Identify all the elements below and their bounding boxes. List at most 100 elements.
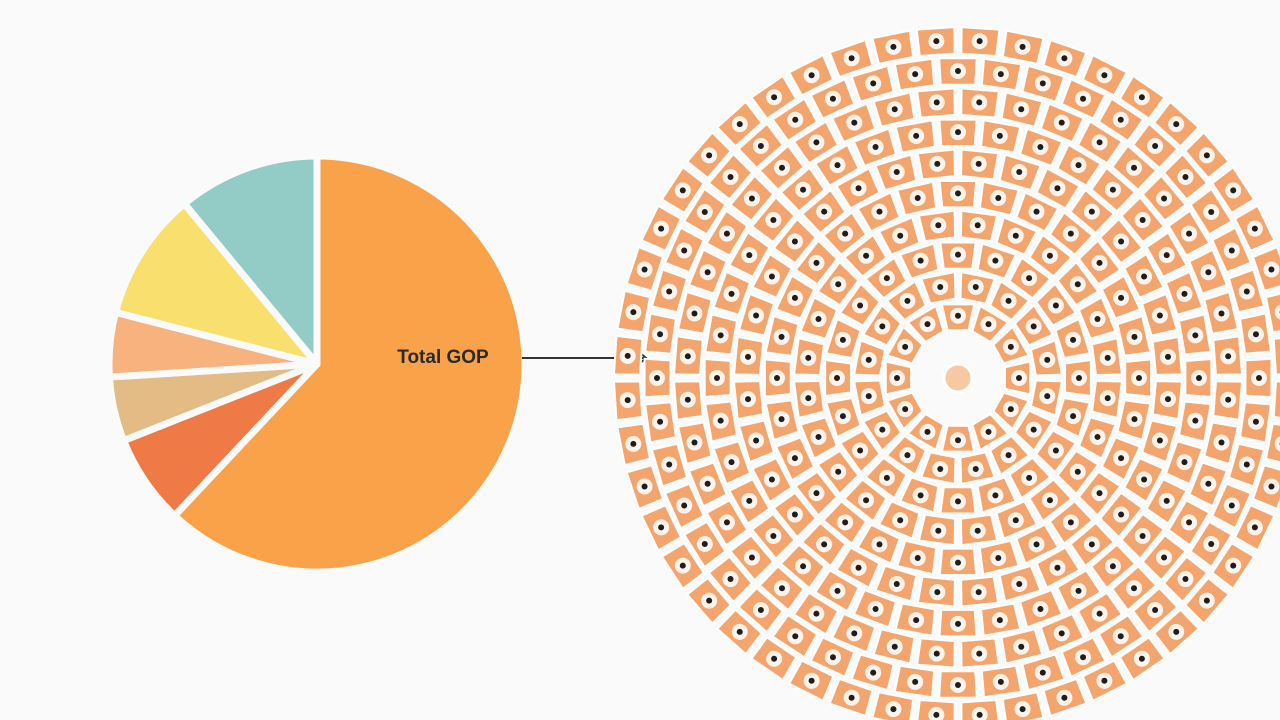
mosaic-tile-figure [1208, 540, 1215, 547]
mosaic-tile-figure [1252, 331, 1259, 338]
mosaic-tile-figure [1117, 633, 1124, 640]
mosaic-tile-figure [1007, 343, 1014, 350]
mosaic-tile-figure [1074, 281, 1081, 288]
radial-mosaic [612, 26, 1280, 720]
mosaic-tile-figure [1118, 511, 1125, 518]
mosaic-tile-figure [834, 587, 841, 594]
mosaic-tile-figure [624, 397, 631, 404]
mosaic-tile-figure [768, 273, 775, 280]
mosaic-tile-figure [736, 628, 743, 635]
mosaic-tile-figure [937, 283, 944, 290]
mosaic-tile-figure [912, 678, 919, 685]
mosaic-tile-figure [1005, 297, 1012, 304]
mosaic-tile-figure [771, 94, 778, 101]
mosaic-tile-figure [1061, 55, 1068, 62]
mosaic-tile-figure [821, 208, 828, 215]
mosaic-tile-figure [1268, 266, 1275, 273]
mosaic-tile-figure [753, 437, 760, 444]
mosaic-tile-figure [835, 468, 842, 475]
mosaic-tile-figure [955, 129, 961, 136]
mosaic-tile-figure [1005, 452, 1012, 459]
mosaic-tile-figure [808, 677, 815, 684]
mosaic-tile-figure [995, 195, 1002, 202]
mosaic-tile-figure [1018, 106, 1025, 113]
mosaic-tile-figure [985, 321, 992, 328]
mosaic-tile-figure [1225, 396, 1232, 403]
mosaic-tile-figure [757, 607, 764, 614]
mosaic-tile-figure [924, 321, 931, 328]
pie-chart [105, 152, 529, 576]
mosaic-tile-figure [1096, 139, 1103, 146]
mosaic-tile-figure [691, 439, 698, 446]
mosaic-tile-figure [1118, 238, 1125, 245]
mosaic-tile-figure [902, 406, 909, 413]
mosaic-tile-figure [955, 67, 961, 74]
mosaic-tile-figure [897, 517, 904, 524]
mosaic-tile-figure [778, 585, 785, 592]
mosaic-tile-figure [1163, 252, 1170, 259]
mosaic-tile-figure [937, 466, 944, 473]
mosaic-tile-figure [1030, 323, 1037, 330]
mosaic-tile-figure [728, 290, 735, 297]
mosaic-tile-figure [995, 554, 1002, 561]
mosaic-tile-figure [1156, 437, 1163, 444]
mosaic-tile-figure [834, 375, 840, 381]
mosaic-tile-figure [1012, 517, 1019, 524]
mosaic-tile-figure [815, 433, 822, 440]
mosaic-tile-figure [985, 428, 992, 435]
mosaic-tile-figure [1058, 119, 1065, 126]
mosaic-tile-figure [706, 152, 713, 159]
mosaic-tile-figure [1131, 333, 1138, 340]
mosaic-tile-figure [770, 216, 777, 223]
mosaic-tile-figure [863, 497, 870, 504]
mosaic-tile-figure [1070, 336, 1077, 343]
mosaic-tile-figure [1101, 72, 1108, 79]
mosaic-tile-figure [1252, 418, 1259, 425]
mosaic-tile-figure [1256, 375, 1262, 381]
mosaic-tile-figure [891, 106, 898, 113]
mosaic-tile-figure [1208, 209, 1215, 216]
mosaic-tile-figure [848, 694, 855, 701]
mosaic-tile-figure [805, 354, 812, 361]
mosaic-tile-figure [976, 99, 983, 106]
mosaic-tile-figure [1243, 288, 1250, 295]
mosaic-tile-figure [791, 238, 798, 245]
mosaic-tile-figure [976, 38, 983, 45]
mosaic-tile-figure [717, 417, 724, 424]
mosaic-tile-figure [955, 620, 961, 627]
mosaic-tile-figure [1182, 576, 1189, 583]
mosaic-tile-figure [975, 589, 982, 596]
mosaic-tile-figure [1156, 312, 1163, 319]
mosaic-tile-figure [704, 269, 711, 276]
mosaic-tile-figure [1033, 541, 1040, 548]
mosaic-tile-figure [1218, 439, 1225, 446]
mosaic-tile-figure [1196, 375, 1202, 381]
mosaic-tile-figure [641, 266, 648, 273]
mosaic-tile-figure [1033, 208, 1040, 215]
mosaic-tile-figure [1094, 433, 1101, 440]
mosaic-tile-figure [1118, 294, 1125, 301]
mosaic-tile-figure [829, 95, 836, 102]
mosaic-tile-figure [666, 288, 673, 295]
mosaic-tile-figure [679, 562, 686, 569]
mosaic-tile-figure [1096, 490, 1103, 497]
mosaic-tile-figure [870, 669, 877, 676]
mosaic-tile-figure [1037, 144, 1044, 151]
mosaic-tile-figure [897, 232, 904, 239]
mosaic-tile-figure [891, 643, 898, 650]
mosaic-tile-figure [1173, 121, 1180, 128]
mosaic-tile-figure [917, 492, 924, 499]
mosaic-tile-figure [778, 164, 785, 171]
mosaic-tile-figure [992, 257, 999, 264]
mosaic-tile-figure [1182, 173, 1189, 180]
mosaic-tile-figure [1007, 406, 1014, 413]
mosaic-tile-figure [876, 541, 883, 548]
mosaic-tile-figure [1268, 483, 1275, 490]
mosaic-tile-figure [691, 310, 698, 317]
mosaic-tile-figure [955, 559, 961, 566]
mosaic-tile-figure [839, 336, 846, 343]
mosaic-tile-figure [791, 511, 798, 518]
mosaic-tile-figure [935, 222, 942, 229]
mosaic-tile-figure [624, 352, 631, 359]
mosaic-tile-figure [855, 564, 862, 571]
